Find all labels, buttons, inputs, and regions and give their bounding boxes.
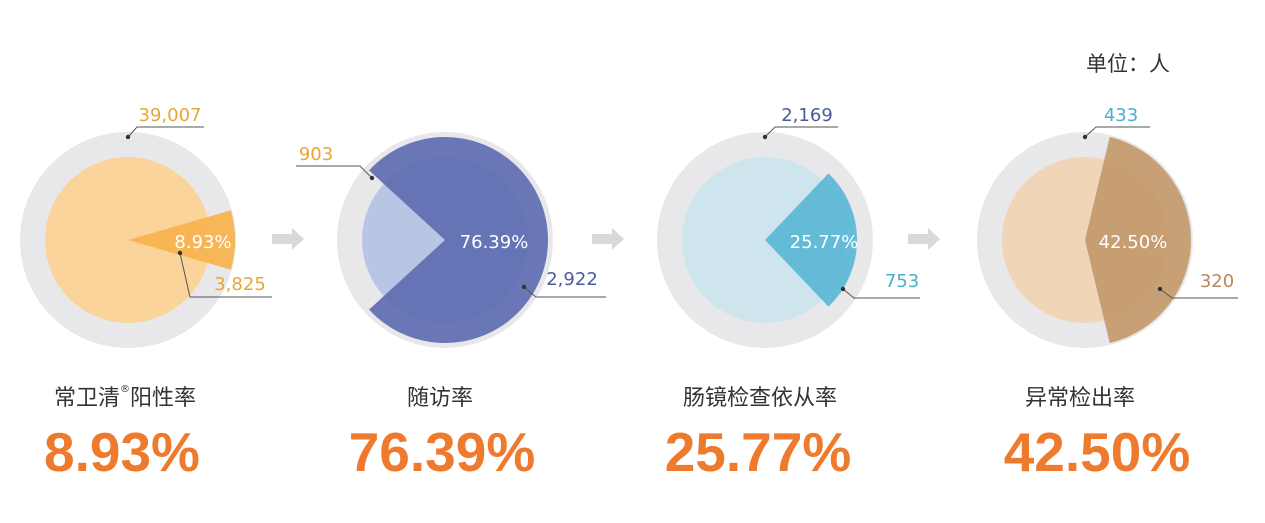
pie-1-total-dot	[125, 134, 131, 140]
pie-3-part-leader	[842, 288, 920, 299]
pie-1-part-leader	[179, 252, 272, 298]
pie-2-slice	[369, 136, 549, 343]
flow-arrow-3	[908, 228, 940, 250]
pie-1-part-dot	[177, 250, 183, 256]
pie-2-total-dot	[369, 175, 375, 181]
flow-arrow-1	[272, 228, 304, 250]
metric-value-2: 76.39%	[348, 421, 536, 483]
pie-2-part-label: 2,922	[546, 269, 598, 290]
unit-label: 单位：人	[1086, 52, 1170, 76]
metric-value-4: 42.50%	[1003, 421, 1191, 483]
metric-label-4: 异常检出率	[1024, 386, 1135, 411]
pie-4-part-dot	[1157, 286, 1163, 292]
metric-value-3: 25.77%	[664, 421, 852, 483]
pie-2-part-dot	[521, 284, 527, 290]
pie-2-total-label: 903	[299, 144, 333, 165]
pie-1-slice	[128, 210, 236, 270]
pie-4-total-label: 433	[1104, 105, 1138, 126]
pie-3-part-label: 753	[885, 271, 919, 292]
pie-3-total-leader	[764, 126, 838, 138]
pie-1-total-leader	[127, 126, 204, 138]
pie-3-percent-label: 25.77%	[790, 232, 859, 253]
pie-4-total-dot	[1082, 134, 1088, 140]
pie-1-total-label: 39,007	[139, 105, 202, 126]
pie-1-percent-label: 8.93%	[174, 232, 231, 253]
pie-3-part-dot	[840, 286, 846, 292]
pie-3-total-dot	[762, 134, 768, 140]
flow-arrow-2	[592, 228, 624, 250]
pie-2-percent-label: 76.39%	[460, 232, 529, 253]
pie-2-part-leader	[523, 286, 606, 298]
metric-label-2: 随访率	[406, 386, 473, 411]
pie-4-part-label: 320	[1200, 271, 1234, 292]
pie-1-part-label: 3,825	[214, 274, 266, 295]
metric-value-1: 8.93%	[44, 421, 200, 483]
pie-3-slice	[765, 173, 858, 307]
pie-3-total-label: 2,169	[781, 105, 833, 126]
metric-label-1: 常卫清®阳性率	[53, 384, 197, 411]
pie-2-total-leader	[296, 165, 373, 179]
pie-4-percent-label: 42.50%	[1099, 232, 1168, 253]
pie-4-slice	[1085, 136, 1191, 344]
metric-label-3: 肠镜检查依从率	[682, 386, 837, 411]
pie-4-part-leader	[1159, 288, 1238, 299]
pie-4-total-leader	[1084, 126, 1150, 138]
